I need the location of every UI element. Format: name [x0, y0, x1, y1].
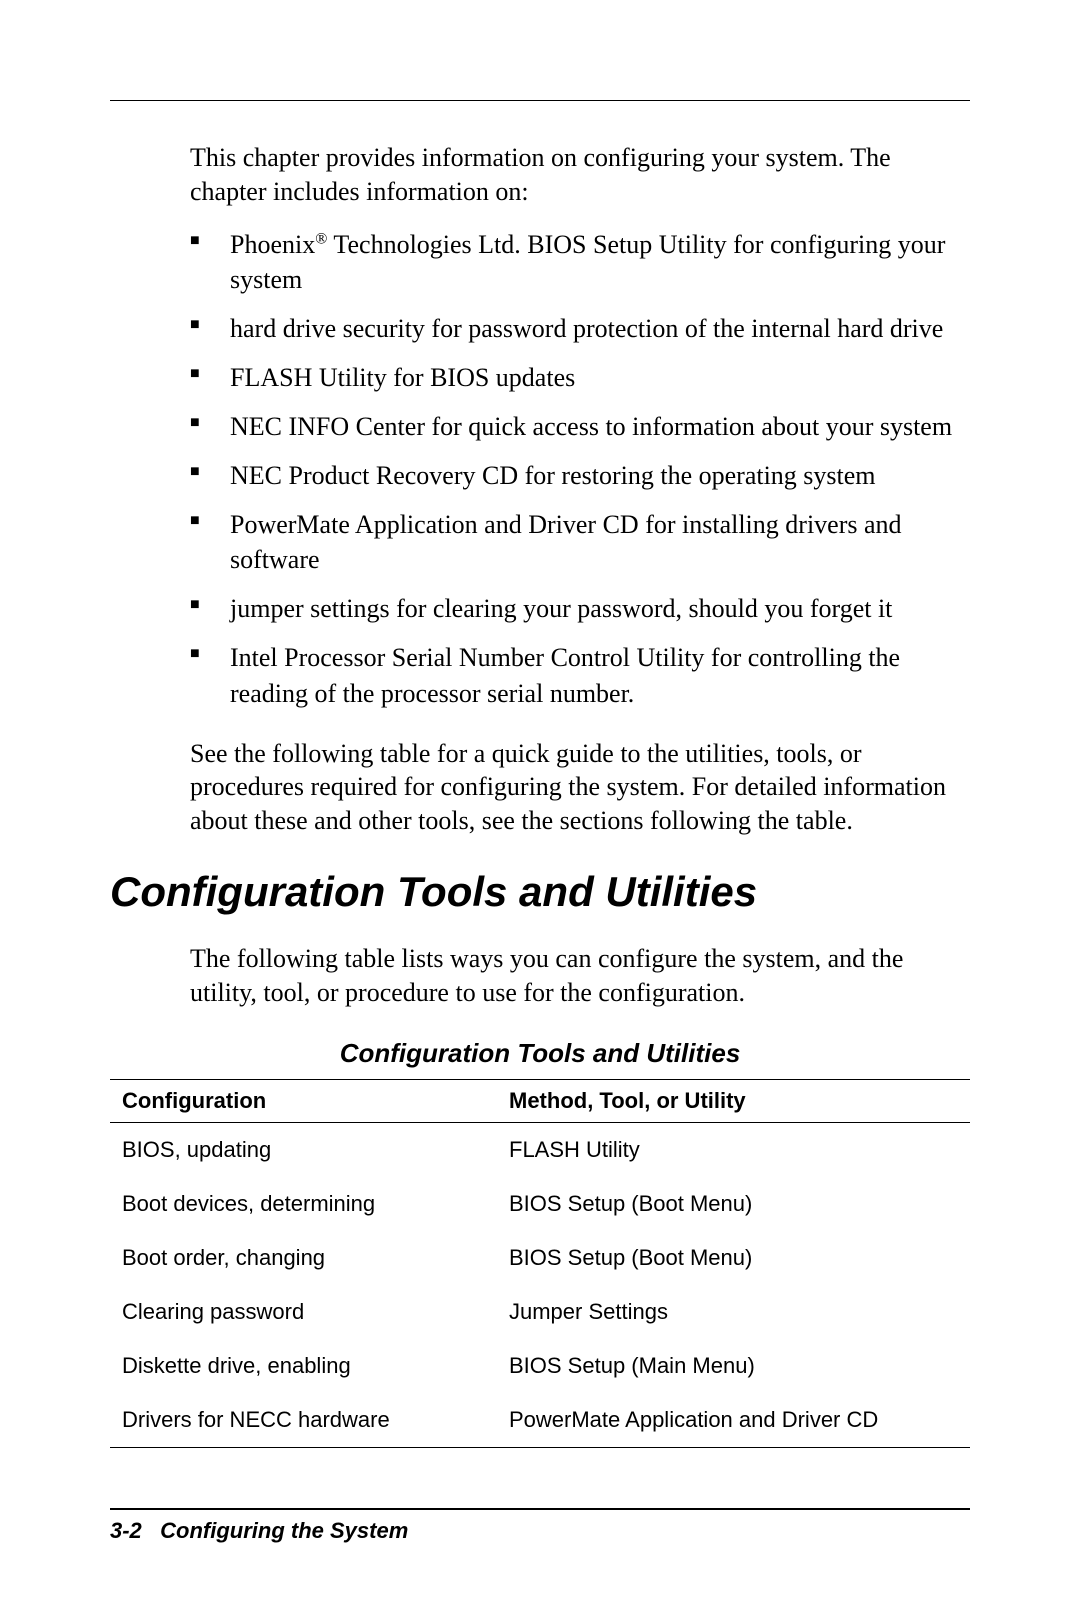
- table-cell: BIOS, updating: [110, 1122, 497, 1177]
- table-header: Method, Tool, or Utility: [497, 1079, 970, 1122]
- bullet-text-pre: Phoenix: [230, 230, 315, 259]
- footer-title: Configuring the System: [160, 1518, 408, 1543]
- list-item: jumper settings for clearing your passwo…: [190, 591, 970, 626]
- table-cell: Boot order, changing: [110, 1231, 497, 1285]
- list-item: Phoenix® Technologies Ltd. BIOS Setup Ut…: [190, 227, 970, 297]
- section-body: The following table lists ways you can c…: [190, 942, 970, 1010]
- table-cell: BIOS Setup (Main Menu): [497, 1339, 970, 1393]
- section-title: Configuration Tools and Utilities: [110, 868, 970, 916]
- bullet-text: Intel Processor Serial Number Control Ut…: [230, 643, 900, 707]
- table-cell: BIOS Setup (Boot Menu): [497, 1231, 970, 1285]
- bullet-text: jumper settings for clearing your passwo…: [230, 594, 892, 623]
- table-caption: Configuration Tools and Utilities: [110, 1038, 970, 1069]
- table-row: Boot devices, determining BIOS Setup (Bo…: [110, 1177, 970, 1231]
- table-cell: Boot devices, determining: [110, 1177, 497, 1231]
- table-row: Boot order, changing BIOS Setup (Boot Me…: [110, 1231, 970, 1285]
- list-item: NEC INFO Center for quick access to info…: [190, 409, 970, 444]
- bullet-text: hard drive security for password protect…: [230, 314, 943, 343]
- list-item: FLASH Utility for BIOS updates: [190, 360, 970, 395]
- footer-page-number: 3-2: [110, 1518, 142, 1543]
- list-item: Intel Processor Serial Number Control Ut…: [190, 640, 970, 710]
- table-cell: Drivers for NECC hardware: [110, 1393, 497, 1448]
- intro-text: This chapter provides information on con…: [190, 141, 970, 209]
- bullet-list: Phoenix® Technologies Ltd. BIOS Setup Ut…: [190, 227, 970, 711]
- table-header-row: Configuration Method, Tool, or Utility: [110, 1079, 970, 1122]
- table-row: BIOS, updating FLASH Utility: [110, 1122, 970, 1177]
- table-cell: PowerMate Application and Driver CD: [497, 1393, 970, 1448]
- bullet-text: NEC INFO Center for quick access to info…: [230, 412, 952, 441]
- bullet-text-post: Technologies Ltd. BIOS Setup Utility for…: [230, 230, 945, 294]
- list-item: PowerMate Application and Driver CD for …: [190, 507, 970, 577]
- bullet-text: PowerMate Application and Driver CD for …: [230, 510, 902, 574]
- table-cell: Jumper Settings: [497, 1285, 970, 1339]
- bullet-sup: ®: [315, 230, 327, 247]
- table-row: Clearing password Jumper Settings: [110, 1285, 970, 1339]
- table-cell: Diskette drive, enabling: [110, 1339, 497, 1393]
- config-table: Configuration Method, Tool, or Utility B…: [110, 1079, 970, 1448]
- top-rule: [110, 100, 970, 101]
- table-cell: Clearing password: [110, 1285, 497, 1339]
- table-header: Configuration: [110, 1079, 497, 1122]
- table-row: Drivers for NECC hardware PowerMate Appl…: [110, 1393, 970, 1448]
- table-cell: BIOS Setup (Boot Menu): [497, 1177, 970, 1231]
- bullet-text: FLASH Utility for BIOS updates: [230, 363, 575, 392]
- table-row: Diskette drive, enabling BIOS Setup (Mai…: [110, 1339, 970, 1393]
- see-text: See the following table for a quick guid…: [190, 737, 970, 838]
- page: This chapter provides information on con…: [0, 0, 1080, 1604]
- table-cell: FLASH Utility: [497, 1122, 970, 1177]
- list-item: hard drive security for password protect…: [190, 311, 970, 346]
- footer-rule: [110, 1508, 970, 1510]
- footer: 3-2 Configuring the System: [110, 1518, 970, 1544]
- bullet-text: NEC Product Recovery CD for restoring th…: [230, 461, 876, 490]
- list-item: NEC Product Recovery CD for restoring th…: [190, 458, 970, 493]
